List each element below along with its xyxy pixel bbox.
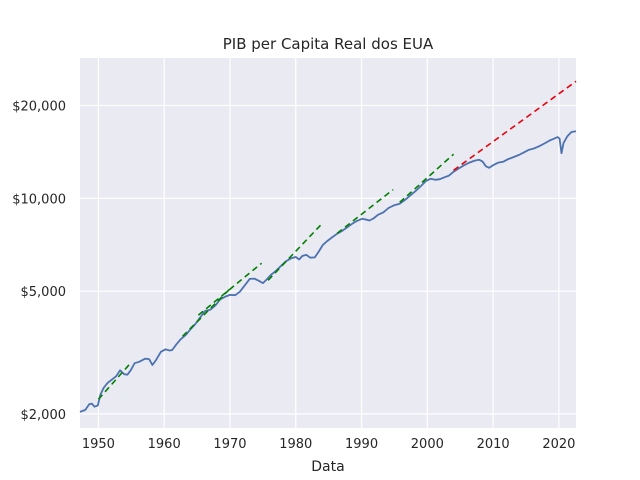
x-tick-label: 1950 bbox=[82, 437, 115, 452]
cycle-trend-line bbox=[197, 262, 263, 316]
y-tick-label: $20,000 bbox=[12, 99, 66, 114]
x-tick-label: 1960 bbox=[148, 437, 181, 452]
cycle-trend-line bbox=[267, 223, 323, 281]
x-tick-label: 1970 bbox=[213, 437, 246, 452]
x-tick-label: 2010 bbox=[477, 437, 510, 452]
x-tick-label: 2000 bbox=[411, 437, 444, 452]
x-tick-label: 2020 bbox=[542, 437, 575, 452]
x-tick-label: 1990 bbox=[345, 437, 378, 452]
plot-background bbox=[80, 58, 576, 428]
y-tick-label: $10,000 bbox=[12, 192, 66, 207]
cycle-trend-line bbox=[182, 288, 231, 337]
y-axis-tick-labels: $2,000 $5,000 $10,000 $20,000 bbox=[12, 99, 66, 422]
y-tick-label: $5,000 bbox=[21, 285, 67, 300]
gdp-line bbox=[79, 130, 577, 413]
x-tick-label: 1980 bbox=[279, 437, 312, 452]
x-axis-label: Data bbox=[311, 459, 344, 475]
x-axis-tick-labels: 1950 1960 1970 1980 1990 2000 2010 2020 bbox=[82, 437, 576, 452]
projection-trend-line bbox=[453, 80, 577, 171]
cycle-trend-line bbox=[336, 188, 394, 234]
series-group bbox=[79, 80, 577, 413]
y-tick-label: $2,000 bbox=[21, 408, 67, 423]
chart-title: PIB per Capita Real dos EUA bbox=[223, 35, 434, 53]
grid bbox=[80, 58, 576, 428]
cycle-trend-line bbox=[399, 153, 455, 203]
cycle-trend-line bbox=[97, 361, 132, 400]
